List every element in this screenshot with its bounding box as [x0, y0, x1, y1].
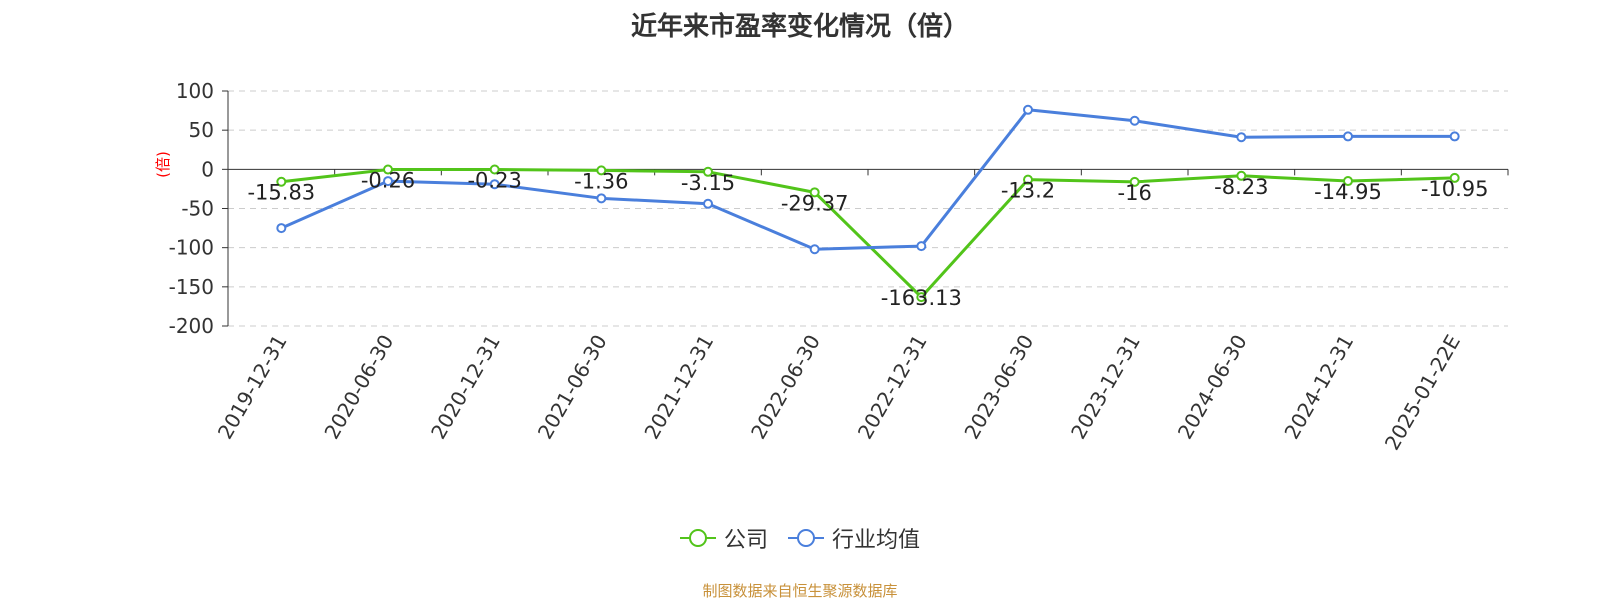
data-point-industry — [1023, 104, 1033, 115]
data-label: -0.23 — [467, 169, 521, 193]
data-label: -29.37 — [781, 191, 849, 215]
data-label: -15.83 — [247, 181, 315, 205]
data-point-company — [1129, 176, 1140, 187]
x-tick-label: 2019-12-31 — [213, 331, 292, 444]
data-point-company — [703, 166, 713, 177]
x-tick-label: 2024-06-30 — [1173, 331, 1252, 444]
legend-item-industry[interactable]: 行业均值 — [788, 522, 920, 554]
y-tick-label: -50 — [181, 197, 214, 221]
data-point-industry — [916, 241, 927, 252]
x-tick-label: 2022-12-31 — [853, 331, 932, 444]
data-point-company — [596, 165, 607, 176]
series-line-company — [281, 168, 1455, 299]
legend-label-company: 公司 — [723, 528, 768, 553]
y-tick-label: -100 — [169, 236, 214, 260]
data-point-industry — [809, 244, 820, 255]
x-tick-label: 2020-06-30 — [319, 331, 398, 444]
data-label: -1.36 — [574, 169, 628, 193]
legend-label-industry: 行业均值 — [832, 528, 921, 553]
chart-title: 近年来市盈率变化情况（倍） — [630, 12, 969, 42]
series-line-industry — [280, 108, 1455, 251]
legend-item-company[interactable]: 公司 — [679, 522, 768, 554]
y-tick-label: -200 — [169, 314, 214, 338]
legend-swatch-company — [679, 529, 716, 547]
x-tick-label: 2023-12-31 — [1066, 331, 1145, 444]
y-tick-label: 50 — [189, 118, 214, 142]
data-point-industry — [383, 176, 393, 187]
data-label: -13.2 — [1001, 179, 1055, 203]
data-label: -163.13 — [881, 286, 962, 310]
data-point-industry — [596, 193, 607, 204]
x-tick-label: 2020-12-31 — [426, 331, 505, 444]
x-tick-label: 2021-06-30 — [533, 331, 612, 444]
data-point-company — [489, 164, 500, 175]
source-note: 制图数据来自恒生聚源数据库 — [702, 582, 898, 600]
data-point-industry — [1343, 131, 1353, 142]
y-axis-label: (倍) — [154, 151, 172, 178]
y-tick-label: 0 — [201, 157, 214, 181]
x-tick-label: 2021-12-31 — [639, 331, 718, 444]
line-chart: 100 50 0 -50 -100 -150 -200 (倍) 2019-12-31 2020-0… — [154, 79, 1509, 455]
data-point-industry — [489, 179, 500, 190]
data-point-industry — [1236, 132, 1247, 143]
legend-swatch-industry — [788, 529, 824, 547]
x-tick-label: 2023-06-30 — [959, 331, 1038, 444]
data-point-company — [809, 187, 820, 198]
x-tick-label: 2022-06-30 — [746, 331, 825, 444]
data-point-industry — [703, 198, 713, 209]
data-label: -14.95 — [1314, 180, 1382, 204]
y-tick-label: 100 — [176, 79, 214, 103]
x-tick-label: 2025-01-22E — [1380, 331, 1465, 455]
data-point-industry — [276, 223, 287, 234]
data-label: -16 — [1118, 181, 1152, 205]
data-point-company — [1023, 174, 1033, 185]
data-point-company — [916, 292, 927, 303]
data-point-company — [1236, 170, 1247, 181]
data-label: -0.26 — [361, 169, 415, 193]
data-point-company — [1343, 176, 1353, 187]
legend: 公司 行业均值 — [0, 522, 1600, 554]
data-point-industry — [1449, 131, 1460, 142]
data-point-company — [276, 176, 287, 187]
data-point-industry — [1129, 115, 1140, 126]
data-point-company — [383, 164, 393, 175]
y-tick-label: -150 — [169, 275, 214, 299]
data-label: -3.15 — [681, 171, 735, 195]
data-label: -8.23 — [1214, 175, 1268, 199]
data-label: -10.95 — [1421, 177, 1489, 201]
data-point-company — [1449, 172, 1460, 183]
x-tick-label: 2024-12-31 — [1279, 331, 1358, 444]
